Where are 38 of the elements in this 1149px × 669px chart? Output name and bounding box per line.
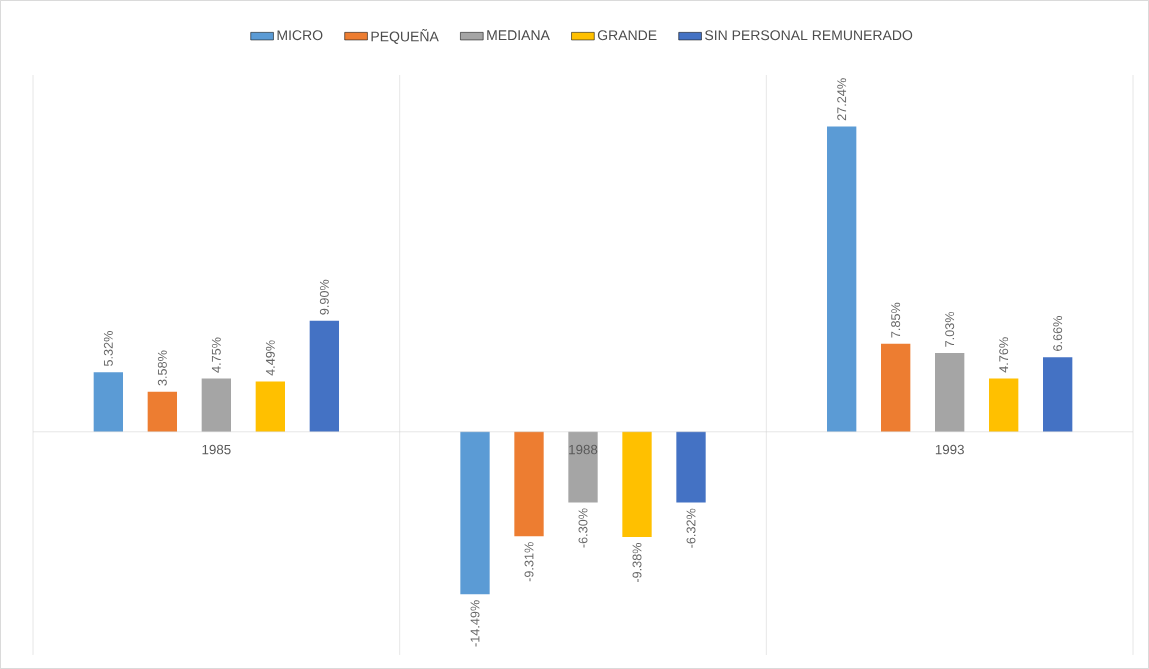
data-label: 7.85% <box>891 302 901 338</box>
data-label: -6.30% <box>578 508 588 548</box>
bar <box>147 391 178 432</box>
bar <box>93 372 124 432</box>
data-label: 4.49% <box>265 340 275 376</box>
bar <box>514 431 544 537</box>
bar <box>676 431 706 503</box>
bar <box>935 352 965 432</box>
bar <box>460 431 490 595</box>
data-label: 5.32% <box>103 331 113 367</box>
data-label: 9.90% <box>319 279 329 315</box>
legend-label: GRANDE <box>597 30 657 41</box>
bar <box>568 431 598 503</box>
data-label: 4.75% <box>211 337 221 373</box>
legend-label: MICRO <box>277 30 323 41</box>
x-tick-label: 1985 <box>202 444 231 455</box>
data-label: -9.31% <box>524 542 534 582</box>
legend-label: PEQUEÑA <box>371 29 439 44</box>
legend-label: SIN PERSONAL REMUNERADO <box>705 30 913 41</box>
bar <box>255 381 286 432</box>
bar <box>1043 357 1073 432</box>
data-label: 27.24% <box>837 78 847 121</box>
legend-label: MEDIANA <box>487 30 550 40</box>
data-label: -14.49% <box>470 600 480 647</box>
data-label: -9.38% <box>632 542 642 583</box>
data-label: 4.76% <box>999 337 1009 373</box>
bar <box>622 431 652 537</box>
x-tick-label: 1988 <box>569 444 598 455</box>
data-label: 3.58% <box>157 350 167 386</box>
bar <box>309 320 340 432</box>
data-label: 6.66% <box>1053 316 1063 351</box>
bar <box>827 126 857 432</box>
data-label: 7.03% <box>945 311 955 347</box>
bar <box>989 378 1019 432</box>
data-label: -6.32% <box>686 508 696 548</box>
bar <box>201 378 232 432</box>
x-tick-label: 1993 <box>935 444 964 455</box>
bar <box>881 343 911 432</box>
